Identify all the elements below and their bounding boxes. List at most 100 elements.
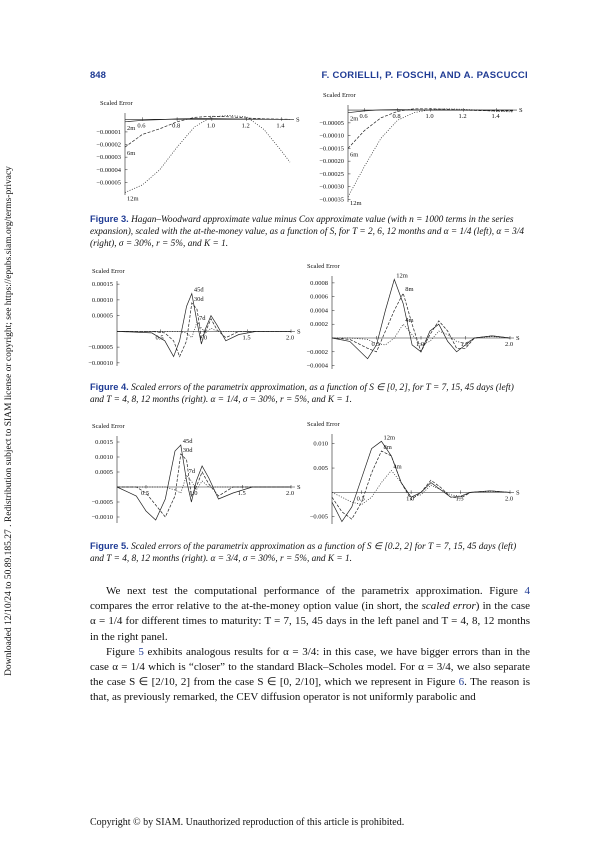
series-12m-label: 12m xyxy=(396,272,408,279)
fig5-caption-text: Scaled errors of the parametrix approxim… xyxy=(90,542,517,564)
x-axis-label: S xyxy=(519,107,523,114)
series-6m-line xyxy=(124,115,291,148)
fig3-right-plot: Scaled Error S 0.6 0.8 1.0 1.2 1.4 −0.00005 −0.0… xyxy=(319,92,523,207)
fig3-caption: Figure 3. Hagan–Woodward approximate val… xyxy=(90,213,530,250)
y-tick-label: 0.00010 xyxy=(92,297,113,304)
x-tick-label: 2.0 xyxy=(286,490,294,497)
x-tick-label: 1.5 xyxy=(243,334,251,341)
running-head-authors: F. CORIELLI, P. FOSCHI, AND A. PASCUCCI xyxy=(321,70,528,81)
series-30d-label: 30d xyxy=(194,296,205,303)
fig3-left-plot: Scaled Error S 0.6 0.8 1.0 1.2 1.4 −0.00001 −0.0… xyxy=(96,100,300,202)
y-tick-label: 0.0004 xyxy=(310,307,329,314)
y-tick-label: 0.0002 xyxy=(310,321,328,328)
y-tick-label: 0.0015 xyxy=(95,439,113,446)
x-axis-label: S xyxy=(516,335,520,342)
page-number: 848 xyxy=(90,70,106,81)
y-tick-label: 0.0005 xyxy=(95,469,113,476)
x-tick-label: 1.0 xyxy=(207,122,215,129)
y-tick-label: −0.00002 xyxy=(96,142,121,149)
y-tick-label: 0.00005 xyxy=(92,313,113,320)
body-text: We next test the computational performan… xyxy=(90,584,530,706)
x-axis-label: S xyxy=(297,328,301,335)
y-tick-label: −0.00015 xyxy=(319,145,344,152)
series-8m-line xyxy=(331,450,511,520)
x-axis-label: S xyxy=(297,484,301,491)
figure-5-link[interactable]: 5 xyxy=(138,645,144,658)
y-tick-label: −0.00001 xyxy=(96,129,121,136)
series-7d-line xyxy=(117,474,291,494)
series-7d-label: 7d xyxy=(199,315,206,322)
series-12m-line xyxy=(331,440,511,523)
y-tick-label: −0.00005 xyxy=(96,179,121,186)
x-tick-label: 0.5 xyxy=(372,341,380,348)
series-45d-line xyxy=(116,444,291,521)
series-6m-line xyxy=(347,108,513,149)
series-2m-label: 2m xyxy=(127,125,135,132)
y-axis-label: Scaled Error xyxy=(92,268,126,275)
x-tick-label: 1.0 xyxy=(426,113,434,120)
x-tick-label: 0.5 xyxy=(357,495,365,502)
series-8m-label: 8m xyxy=(405,286,413,293)
x-tick-label: 1.2 xyxy=(242,122,250,129)
fig3-caption-label: Figure 3. xyxy=(90,214,129,224)
fig4-caption-text: Scaled errors of the parametrix approxim… xyxy=(90,383,514,405)
x-axis-label: S xyxy=(516,489,520,496)
y-tick-label: 0.005 xyxy=(313,465,328,472)
y-tick-label: −0.00025 xyxy=(319,171,344,178)
y-tick-label: 0.0010 xyxy=(95,454,113,461)
y-tick-label: −0.00004 xyxy=(96,167,122,174)
y-tick-label: −0.005 xyxy=(310,514,328,521)
series-4m-label: 4m xyxy=(405,317,413,324)
y-tick-label: 0.0008 xyxy=(310,280,328,287)
series-45d-line xyxy=(116,292,291,358)
series-6m-label: 6m xyxy=(127,150,135,157)
fig4-caption: Figure 4. Scaled errors of the parametri… xyxy=(90,381,530,406)
copyright-footer: Copyright © by SIAM. Unauthorized reprod… xyxy=(90,817,405,828)
y-axis-label: Scaled Error xyxy=(323,92,357,99)
x-tick-label: 1.5 xyxy=(456,495,464,502)
y-tick-label: −0.00020 xyxy=(319,158,344,165)
series-7d-label: 7d xyxy=(189,468,196,475)
y-tick-label: 0.010 xyxy=(313,441,328,448)
y-tick-label: −0.00010 xyxy=(319,133,344,140)
fig4-caption-label: Figure 4. xyxy=(90,382,129,392)
x-tick-label: 1.4 xyxy=(492,113,501,120)
figure-6-link[interactable]: 6 xyxy=(458,676,465,689)
x-tick-label: 2.0 xyxy=(286,334,294,341)
series-6m-label: 6m xyxy=(350,151,358,158)
series-30d-label: 30d xyxy=(183,447,194,454)
y-tick-label: −0.0010 xyxy=(91,514,113,521)
paragraph-2: Figure 5 exhibits analogous results for … xyxy=(90,645,530,704)
series-30d-line xyxy=(117,453,291,518)
x-tick-label: 1.5 xyxy=(461,341,469,348)
y-tick-label: −0.00035 xyxy=(319,196,344,203)
figure-4-link[interactable]: 4 xyxy=(524,585,531,597)
fig4-right-plot: Scaled Error S 0.5 1.0 1.5 2.0 0.0008 0.0006 0.0… xyxy=(306,263,520,370)
y-tick-label: −0.00005 xyxy=(88,344,113,351)
series-12m-label: 12m xyxy=(127,195,139,202)
series-8m-label: 8m xyxy=(383,444,391,451)
y-axis-label: Scaled Error xyxy=(307,421,341,428)
x-tick-label: 0.6 xyxy=(137,122,146,129)
series-12m-line xyxy=(347,108,514,198)
x-tick-label: 0.5 xyxy=(141,490,149,497)
download-notice-text: Downloaded 12/10/24 to 50.89.185.27 . Re… xyxy=(4,166,14,676)
fig3-caption-text: Hagan–Woodward approximate value minus C… xyxy=(90,215,525,249)
y-tick-label: −0.00003 xyxy=(96,154,121,161)
y-tick-label: −0.0004 xyxy=(306,363,328,370)
series-2m-label: 2m xyxy=(350,116,358,123)
y-tick-label: −0.00005 xyxy=(319,120,344,127)
x-tick-label: 1.2 xyxy=(459,113,467,120)
fig5-caption: Figure 5. Scaled errors of the parametri… xyxy=(90,540,530,565)
fig5-right-plot: Scaled Error S 0.5 1.0 1.5 2.0 0.010 0.005 −0.00… xyxy=(307,421,520,524)
y-tick-label: −0.00010 xyxy=(88,360,113,367)
series-30d-line xyxy=(117,302,291,358)
y-axis-label: Scaled Error xyxy=(100,100,134,107)
x-tick-label: 2.0 xyxy=(505,341,513,348)
x-tick-label: 2.0 xyxy=(505,495,513,502)
x-tick-label: 1.4 xyxy=(276,122,285,129)
x-tick-label: 1.5 xyxy=(238,490,246,497)
y-tick-label: −0.0002 xyxy=(306,349,328,356)
